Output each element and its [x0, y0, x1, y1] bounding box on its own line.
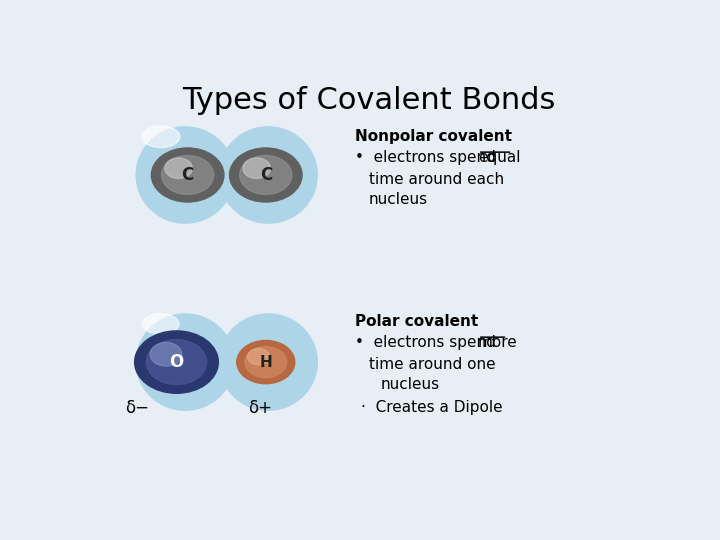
- Text: time around one: time around one: [369, 357, 495, 372]
- Circle shape: [245, 347, 287, 377]
- Text: δ+: δ+: [248, 399, 272, 417]
- Text: more: more: [478, 335, 518, 350]
- FancyBboxPatch shape: [182, 149, 271, 201]
- Text: O: O: [169, 353, 184, 371]
- Circle shape: [165, 158, 192, 179]
- Text: Nonpolar covalent: Nonpolar covalent: [355, 129, 512, 144]
- Circle shape: [248, 348, 269, 365]
- Circle shape: [135, 331, 218, 393]
- Ellipse shape: [218, 126, 318, 224]
- Text: time around each: time around each: [369, 172, 504, 187]
- Ellipse shape: [143, 313, 179, 334]
- Text: H: H: [259, 355, 272, 369]
- Ellipse shape: [135, 126, 235, 224]
- Ellipse shape: [142, 126, 180, 147]
- Text: •  electrons spend: • electrons spend: [355, 150, 501, 165]
- Circle shape: [240, 156, 292, 194]
- Circle shape: [146, 340, 207, 384]
- Circle shape: [230, 148, 302, 202]
- Circle shape: [150, 342, 182, 366]
- Text: δ−: δ−: [125, 399, 150, 417]
- Text: ·  Creates a Dipole: · Creates a Dipole: [361, 400, 503, 415]
- Circle shape: [151, 148, 224, 202]
- Circle shape: [237, 341, 294, 384]
- Ellipse shape: [135, 313, 235, 411]
- Text: nucleus: nucleus: [369, 192, 428, 207]
- Text: nucleus: nucleus: [380, 377, 439, 392]
- Text: Polar covalent: Polar covalent: [355, 314, 478, 329]
- Text: C: C: [260, 166, 272, 184]
- Circle shape: [243, 158, 271, 179]
- Text: •  electrons spend: • electrons spend: [355, 335, 501, 350]
- Text: equal: equal: [478, 150, 521, 165]
- Ellipse shape: [218, 313, 318, 411]
- Text: C: C: [181, 166, 194, 184]
- Text: Types of Covalent Bonds: Types of Covalent Bonds: [182, 85, 556, 114]
- FancyBboxPatch shape: [182, 339, 271, 385]
- Circle shape: [161, 156, 214, 194]
